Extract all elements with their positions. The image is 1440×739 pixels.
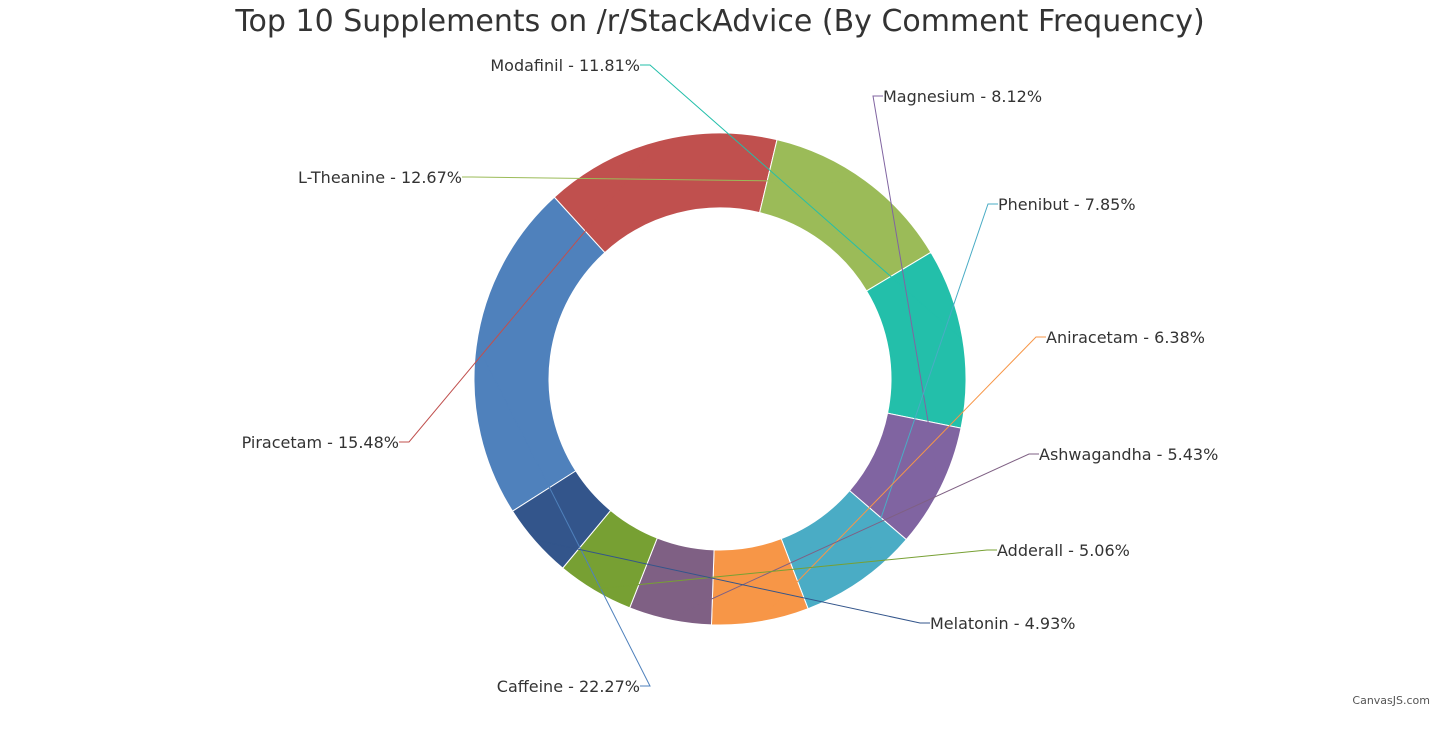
label-caffeine: Caffeine - 22.27% (497, 677, 640, 696)
label-phenibut: Phenibut - 7.85% (998, 195, 1136, 214)
connector-modafinil (640, 64, 961, 339)
connector-aniracetam (759, 336, 1046, 621)
connector-magnesium (872, 95, 940, 487)
slice-melatonin[interactable] (511, 470, 612, 569)
connector-ashwagandha (670, 453, 1039, 619)
connector-caffeine (477, 346, 651, 687)
label-piracetam: Piracetam - 15.48% (242, 433, 399, 452)
label-magnesium: Magnesium - 8.12% (883, 87, 1042, 106)
slice-caffeine[interactable] (473, 196, 606, 512)
chart-title: Top 10 Supplements on /r/StackAdvice (By… (235, 4, 1205, 39)
label-ashwagandha: Ashwagandha - 5.43% (1039, 445, 1218, 464)
connector-l-theanine (462, 176, 865, 183)
label-l-theanine: L-Theanine - 12.67% (298, 168, 462, 187)
chart-credit-link[interactable]: CanvasJS.com (1352, 694, 1430, 707)
connector-melatonin (536, 539, 930, 624)
label-modafinil: Modafinil - 11.81% (490, 56, 640, 75)
connector-phenibut (859, 203, 998, 579)
label-melatonin: Melatonin - 4.93% (930, 614, 1075, 633)
connector-adderall (595, 549, 997, 590)
label-adderall: Adderall - 5.06% (997, 541, 1130, 560)
label-aniracetam: Aniracetam - 6.38% (1046, 328, 1205, 347)
connector-piracetam (399, 142, 660, 443)
